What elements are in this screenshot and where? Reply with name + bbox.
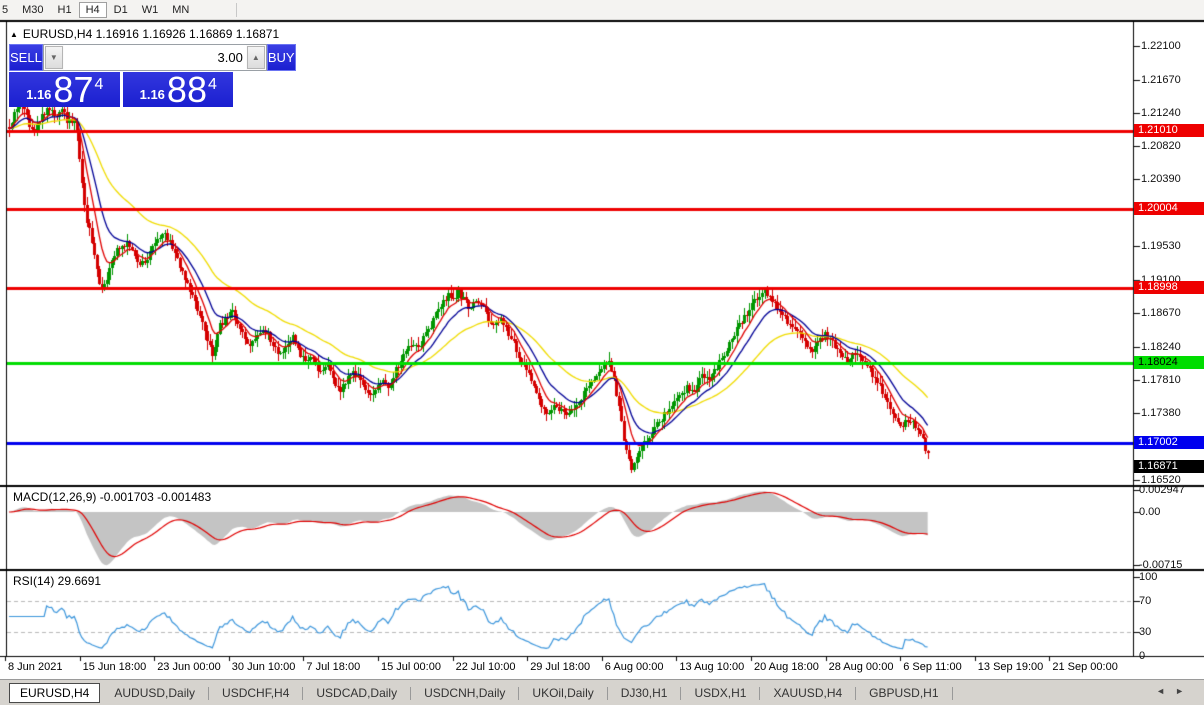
- rsi-axis-label: 70: [1139, 594, 1152, 607]
- price-level-label: 1.20004: [1134, 202, 1204, 216]
- tab-scroll-right-icon[interactable]: ►: [1175, 686, 1194, 696]
- chart-tab-usdcad[interactable]: USDCAD,Daily: [316, 686, 398, 700]
- rsi-indicator-label: RSI(14) 29.6691: [13, 574, 102, 588]
- time-axis-label: 13 Sep 19:00: [977, 661, 1044, 673]
- chart-tab-xauusd[interactable]: XAUUSD,H4: [773, 686, 843, 700]
- price-tick-label: 1.16520: [1141, 474, 1181, 487]
- chart-tab-usdx[interactable]: USDX,H1: [694, 686, 747, 700]
- time-axis-label: 30 Jun 10:00: [231, 661, 296, 673]
- price-tick-label: 1.20820: [1141, 139, 1181, 152]
- chart-tab-gbpusd[interactable]: GBPUSD,H1: [869, 686, 939, 700]
- time-axis-label: 23 Jun 00:00: [157, 661, 221, 673]
- ask-price-button[interactable]: 1.16 88 4: [122, 69, 233, 110]
- price-tick-label: 1.19530: [1141, 240, 1181, 253]
- time-axis-label: 22 Jul 10:00: [455, 661, 516, 673]
- tab-scroll-left-icon[interactable]: ◄: [1156, 686, 1176, 696]
- chart-tab-bar: EURUSD,H4 AUDUSD,Daily USDCHF,H4 USDCAD,Dai…: [0, 679, 1204, 705]
- price-level-label: 1.17002: [1134, 435, 1204, 449]
- price-tick-label: 1.22100: [1141, 40, 1181, 53]
- price-level-label: 1.18024: [1134, 356, 1204, 370]
- tab-separator: [302, 686, 304, 700]
- price-tick-label: 1.17380: [1141, 407, 1181, 420]
- one-click-trade-panel: SELL ▼ ▲ BUY 1.16 87 4 1.16 88 4: [9, 44, 296, 110]
- tab-separator: [680, 686, 682, 700]
- current-price-label: 1.16871: [1134, 460, 1204, 474]
- time-axis-label: 15 Jul 00:00: [381, 661, 441, 673]
- time-axis-label: 13 Aug 10:00: [679, 661, 745, 673]
- time-axis-label: 20 Aug 18:00: [754, 661, 819, 673]
- tab-separator: [518, 686, 520, 700]
- bid-pip-digit: 4: [94, 76, 104, 93]
- price-level-label: 1.21010: [1134, 124, 1204, 137]
- time-axis-label: 28 Aug 00:00: [828, 661, 894, 673]
- sell-button[interactable]: SELL: [9, 44, 43, 71]
- time-axis-label: 29 Jul 18:00: [530, 661, 591, 673]
- time-axis-label: 15 Jun 18:00: [82, 661, 147, 673]
- time-axis-label: 6 Sep 11:00: [903, 661, 962, 673]
- volume-decrease-icon[interactable]: ▼: [44, 46, 63, 69]
- macd-axis-label: -0.00715: [1139, 558, 1183, 571]
- macd-indicator-label: MACD(12,26,9) -0.001703 -0.001483: [13, 490, 212, 504]
- tab-separator: [606, 686, 608, 700]
- chart-header: ▲ EURUSD,H4 1.16916 1.16926 1.16869 1.16…: [10, 27, 279, 41]
- time-axis-label: 7 Jul 18:00: [306, 661, 361, 673]
- price-level-label: 1.18998: [1134, 280, 1204, 294]
- tab-separator: [855, 686, 857, 700]
- rsi-axis-label: 100: [1139, 571, 1158, 583]
- volume-spinner: ▼ ▲: [42, 44, 267, 71]
- ask-pip-digit: 4: [207, 76, 217, 93]
- bid-big-digits: 87: [53, 69, 94, 110]
- time-axis-label: 21 Sep 00:00: [1052, 661, 1118, 673]
- price-tick-label: 1.21240: [1141, 107, 1181, 120]
- ask-prefix: 1.16: [139, 87, 165, 102]
- chart-ohlc-title: EURUSD,H4 1.16916 1.16926 1.16869 1.1687…: [22, 27, 280, 41]
- chart-tab-dj30[interactable]: DJ30,H1: [620, 686, 668, 700]
- tab-separator: [759, 686, 761, 700]
- chart-tab-eurusd[interactable]: EURUSD,H4: [9, 683, 101, 703]
- volume-increase-icon[interactable]: ▲: [246, 46, 265, 69]
- tab-separator: [951, 686, 953, 700]
- macd-axis-label: 0.00: [1139, 506, 1161, 518]
- rsi-axis-label: 30: [1139, 626, 1152, 639]
- volume-input[interactable]: [63, 45, 246, 70]
- chart-tab-usdchf[interactable]: USDCHF,H4: [222, 686, 290, 700]
- price-tick-label: 1.18670: [1141, 307, 1181, 320]
- chart-tab-usdcnh[interactable]: USDCNH,Daily: [424, 686, 506, 700]
- time-axis-label: 8 Jun 2021: [8, 661, 63, 673]
- buy-button[interactable]: BUY: [266, 44, 296, 71]
- macd-axis-label: 0.002947: [1139, 484, 1185, 497]
- time-axis-label: 6 Aug 00:00: [604, 661, 664, 673]
- tab-separator: [410, 686, 412, 700]
- ask-big-digits: 88: [166, 69, 207, 110]
- tab-scroll-arrows: ◄►: [1156, 686, 1194, 696]
- chart-tab-ukoil[interactable]: UKOil,Daily: [532, 686, 594, 700]
- collapse-panel-icon[interactable]: ▲: [10, 29, 18, 39]
- rsi-axis-label: 0: [1139, 650, 1146, 662]
- chart-tab-audusd[interactable]: AUDUSD,Daily: [114, 686, 196, 700]
- price-tick-label: 1.18240: [1141, 340, 1181, 353]
- price-tick-label: 1.20390: [1141, 173, 1181, 186]
- price-tick-label: 1.17810: [1141, 374, 1181, 387]
- tab-separator: [208, 686, 210, 700]
- price-tick-label: 1.21670: [1141, 73, 1181, 86]
- bid-price-button[interactable]: 1.16 87 4: [9, 69, 120, 110]
- bid-prefix: 1.16: [26, 87, 52, 102]
